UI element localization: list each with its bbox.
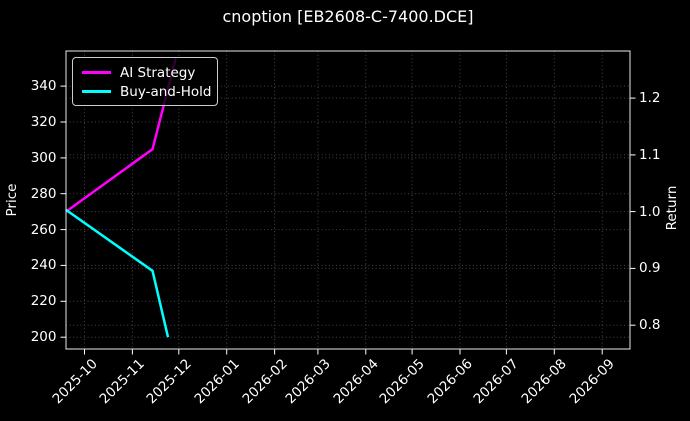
legend-line-swatch-buy-and-hold <box>82 90 111 93</box>
y-tick-label-right: 1.1 <box>639 146 661 163</box>
y-tick-label-left: 200 <box>30 329 57 346</box>
legend-label-ai-strategy: AI Strategy <box>120 64 196 81</box>
legend-line-swatch-ai-strategy <box>82 71 111 74</box>
legend: AI Strategy Buy-and-Hold <box>72 57 218 106</box>
y-tick-label-right: 1.2 <box>639 90 661 107</box>
y-tick-label-right: 0.8 <box>639 317 661 334</box>
y-tick-label-right: 1.0 <box>639 203 661 220</box>
tick-marks <box>60 85 636 355</box>
y-tick-label-left: 260 <box>30 221 57 238</box>
y-tick-label-right: 0.9 <box>639 260 661 277</box>
chart-title: cnoption [EB2608-C-7400.DCE] <box>222 7 474 26</box>
y-tick-label-left: 320 <box>30 114 57 130</box>
legend-label-buy-and-hold: Buy-and-Hold <box>120 83 212 100</box>
legend-item-ai-strategy: AI Strategy <box>82 63 209 82</box>
legend-item-buy-and-hold: Buy-and-Hold <box>82 82 212 101</box>
y-tick-label-left: 220 <box>30 293 57 310</box>
y-tick-label-left: 240 <box>30 257 57 274</box>
plot-border <box>65 50 631 350</box>
y-tick-label-left: 300 <box>30 149 57 166</box>
y-tick-label-left: 280 <box>30 185 57 202</box>
y-tick-label-left: 340 <box>30 78 57 95</box>
series-line-buy-and-hold <box>65 208 170 338</box>
